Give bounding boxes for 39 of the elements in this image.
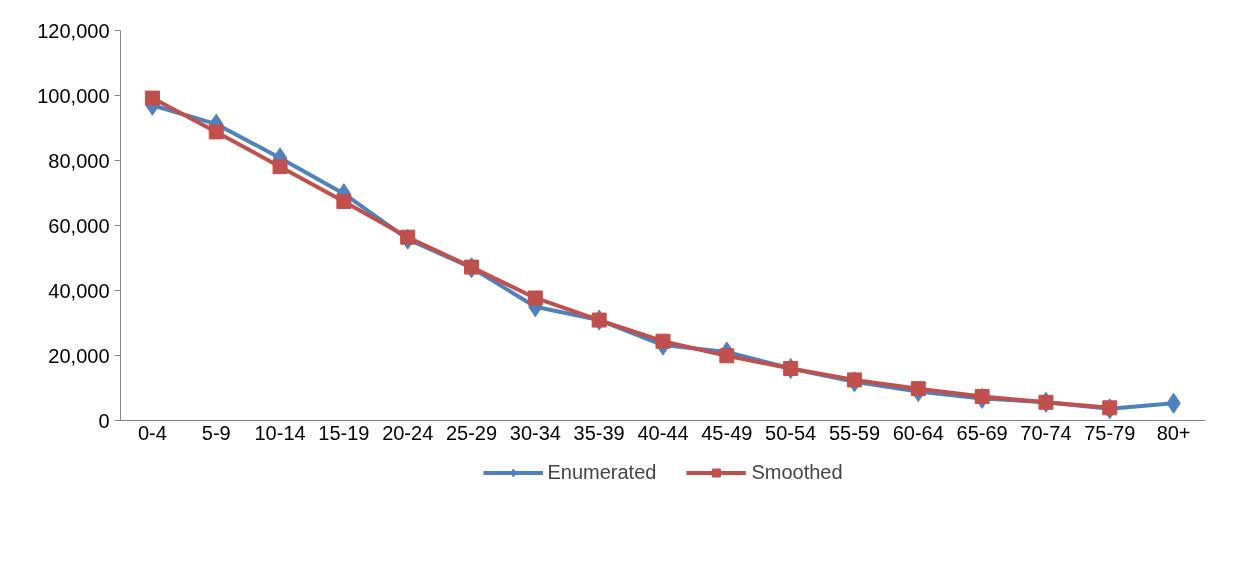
point [144,90,160,106]
point [400,229,416,245]
x-tick-label: 80+ [1156,421,1191,444]
x-tick-label: 45-49 [701,421,753,444]
point [719,348,735,364]
x-tick-label: 40-44 [637,421,689,444]
y-tick-label: 40,000 [48,279,110,302]
point [974,388,990,404]
x-tick-label: 20-24 [382,421,434,444]
y-tick-label: 60,000 [48,214,110,237]
point [527,290,543,306]
x-tick-label: 35-39 [573,421,625,444]
point [272,159,288,175]
point [464,259,480,275]
point [655,333,671,349]
x-tick-label: 25-29 [445,421,498,444]
x-tick-label: 0-4 [137,421,167,444]
x-tick-label: 70-74 [1020,421,1072,444]
x-tick-label: 10-14 [254,421,306,444]
legend-label: Smoothed [751,460,843,484]
point [910,381,926,397]
x-tick-label: 50-54 [765,421,817,444]
x-tick-label: 15-19 [318,421,370,444]
x-tick-label: 55-59 [828,421,881,444]
point [336,193,352,209]
point [208,124,224,140]
point [846,372,862,388]
y-tick-label: 100,000 [37,84,110,107]
y-tick-label: 80,000 [48,149,110,172]
x-tick-label: 30-34 [509,421,561,444]
x-tick-label: 65-69 [956,421,1008,444]
legend-label: Enumerated [547,460,657,484]
x-tick-label: 60-64 [892,421,944,444]
x-tick-label: 5-9 [201,421,231,444]
y-tick-label: 120,000 [37,19,110,42]
y-tick-label: 0 [98,409,110,432]
y-tick-label: 20,000 [48,344,110,367]
x-tick-label: 75-79 [1084,421,1136,444]
point [1102,400,1118,416]
